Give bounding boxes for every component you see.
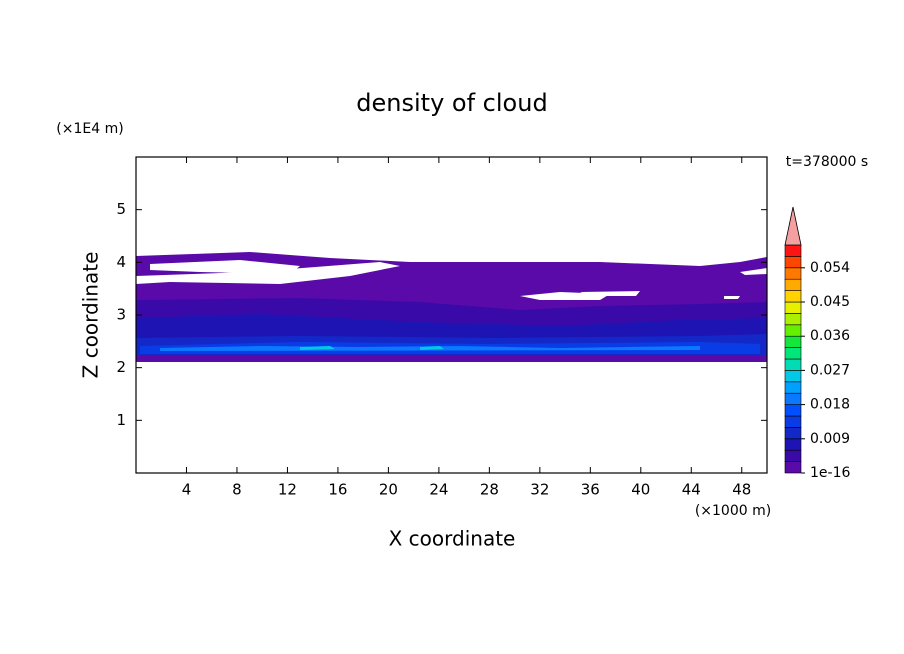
- time-label: t=378000 s: [786, 154, 868, 170]
- colorbar-tick-label: 0.027: [810, 362, 850, 378]
- x-tick-label: 24: [429, 481, 448, 499]
- colorbar-band: [784, 392, 802, 405]
- colorbar-band: [784, 404, 802, 417]
- x-tick-label: 36: [581, 481, 600, 499]
- x-unit: (×1000 m): [695, 503, 771, 519]
- colorbar-band: [784, 290, 802, 303]
- x-tick-label: 12: [278, 481, 297, 499]
- y-unit: (×1E4 m): [56, 121, 123, 137]
- y-tick-label: 5: [116, 200, 126, 218]
- y-tick-label: 4: [116, 253, 126, 271]
- colorbar-tick-label: 0.036: [810, 328, 850, 344]
- colorbar-band: [784, 244, 802, 257]
- colorbar-band: [784, 449, 802, 462]
- colorbar-band: [784, 347, 802, 360]
- colorbar-band: [784, 278, 802, 291]
- x-tick-label: 28: [480, 481, 499, 499]
- x-axis-label: X coordinate: [389, 527, 516, 551]
- colorbar-band: [784, 461, 802, 474]
- x-tick-label: 16: [328, 481, 347, 499]
- x-tick-label: 4: [182, 481, 192, 499]
- colorbar-tick-label: 0.054: [810, 260, 850, 276]
- contour-region: [136, 356, 767, 362]
- colorbar-band: [784, 313, 802, 326]
- colorbar-tick-label: 0.045: [810, 294, 850, 310]
- colorbar-band: [784, 358, 802, 371]
- contour-gap: [136, 260, 767, 300]
- colorbar-band: [784, 267, 802, 280]
- colorbar-band: [784, 427, 802, 440]
- colorbar-band: [784, 438, 802, 451]
- y-tick-label: 2: [116, 358, 126, 376]
- x-tick-label: 20: [379, 481, 398, 499]
- x-tick-label: 32: [530, 481, 549, 499]
- colorbar-band: [784, 256, 802, 269]
- x-tick-label: 8: [232, 481, 242, 499]
- y-axis-label: Z coordinate: [79, 252, 103, 379]
- x-tick-label: 40: [631, 481, 650, 499]
- y-tick-label: 3: [116, 306, 126, 324]
- contour-field: [136, 252, 767, 362]
- y-tick-label: 1: [116, 411, 126, 429]
- colorbar-band: [784, 381, 802, 394]
- colorbar-band: [784, 415, 802, 428]
- colorbar-tick-label: 0.009: [810, 431, 850, 447]
- colorbar-band: [784, 301, 802, 314]
- colorbar-band: [784, 324, 802, 337]
- x-tick-label: 48: [732, 481, 751, 499]
- x-tick-label: 44: [682, 481, 701, 499]
- colorbar-extension: [784, 206, 802, 246]
- chart-title: density of cloud: [356, 89, 547, 117]
- colorbar-band: [784, 370, 802, 383]
- contour-region: [300, 346, 444, 350]
- colorbar-tick-label: 1e-16: [810, 465, 850, 481]
- colorbar-tick-label: 0.018: [810, 397, 850, 413]
- colorbar-band: [784, 335, 802, 348]
